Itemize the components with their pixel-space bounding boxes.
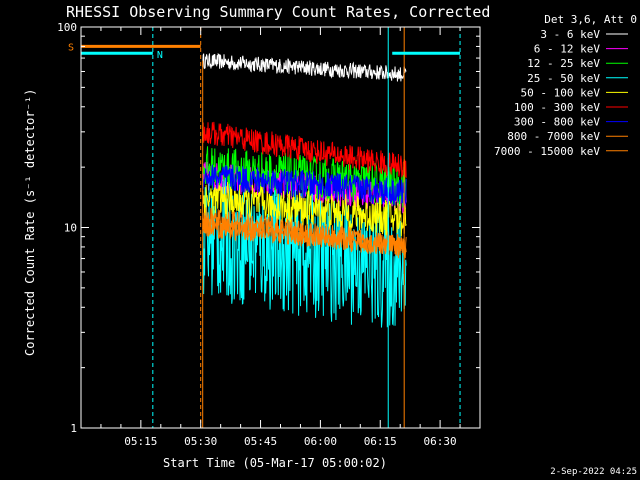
flag-label-s: S [68,42,74,53]
flag-label-n: N [157,50,163,61]
x-tick-label: 06:15 [364,435,397,448]
y-tick-label: 100 [57,21,77,34]
series-line-7 [202,164,407,206]
y-axis-label: Corrected Count Rate (s⁻¹ detector⁻¹) [23,89,37,356]
legend-entry-label: 50 - 100 keV [521,86,601,99]
y-tick-label: 10 [64,222,77,235]
x-tick-label: 06:30 [424,435,457,448]
legend-entry-label: 7000 - 15000 keV [494,145,600,158]
series-line-9 [202,218,407,256]
series-line-6 [202,121,407,178]
legend-entry-label: 100 - 300 keV [514,101,600,114]
legend-entry-label: 3 - 6 keV [540,28,600,41]
x-tick-label: 05:45 [244,435,277,448]
legend-entry-label: 300 - 800 keV [514,116,600,129]
chart-title: RHESSI Observing Summary Count Rates, Co… [66,3,490,21]
x-tick-label: 06:00 [304,435,337,448]
x-tick-label: 05:15 [124,435,157,448]
legend-entry-label: 6 - 12 keV [534,43,601,56]
x-axis-label: Start Time (05-Mar-17 05:00:02) [163,456,387,470]
legend-entry-label: 12 - 25 keV [527,57,600,70]
series-line-1 [202,52,407,82]
axes: 1 10 100 05:15 05:30 05:45 06:00 06:15 06:30 [57,21,481,448]
y-tick-label: 1 [70,422,77,435]
legend-title: Det 3,6, Att 0 [544,13,637,26]
x-tick-label: 05:30 [184,435,217,448]
legend-entry-label: 25 - 50 keV [527,72,600,85]
legend-entry-label: 800 - 7000 keV [507,130,600,143]
plot-area [81,27,461,428]
timestamp: 2-Sep-2022 04:25 [550,467,637,477]
